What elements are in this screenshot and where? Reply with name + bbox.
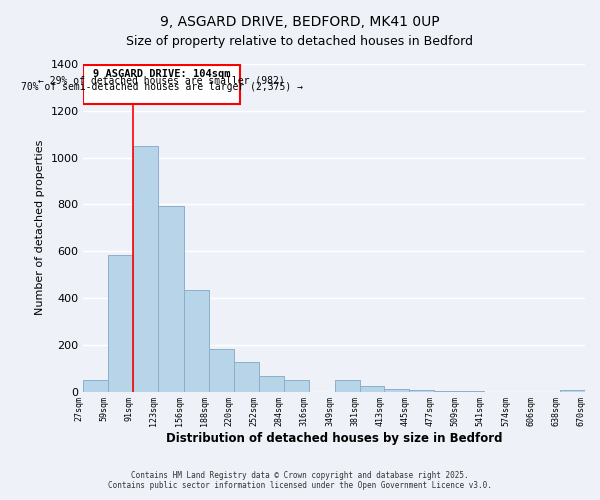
- Bar: [184, 290, 209, 392]
- Bar: [359, 386, 385, 392]
- Text: ← 29% of detached houses are smaller (982): ← 29% of detached houses are smaller (98…: [38, 76, 285, 86]
- X-axis label: Distribution of detached houses by size in Bedford: Distribution of detached houses by size …: [166, 432, 502, 445]
- Y-axis label: Number of detached properties: Number of detached properties: [35, 140, 45, 316]
- Text: Contains HM Land Registry data © Crown copyright and database right 2025.
Contai: Contains HM Land Registry data © Crown c…: [108, 470, 492, 490]
- Bar: [108, 254, 133, 392]
- Bar: [385, 389, 409, 392]
- Text: 9 ASGARD DRIVE: 104sqm: 9 ASGARD DRIVE: 104sqm: [93, 68, 230, 78]
- Text: 9, ASGARD DRIVE, BEDFORD, MK41 0UP: 9, ASGARD DRIVE, BEDFORD, MK41 0UP: [160, 15, 440, 29]
- Bar: [234, 362, 259, 392]
- Bar: [259, 376, 284, 392]
- Bar: [83, 380, 108, 392]
- Text: Size of property relative to detached houses in Bedford: Size of property relative to detached ho…: [127, 35, 473, 48]
- Bar: [284, 380, 309, 392]
- Bar: [158, 206, 184, 392]
- Text: 70% of semi-detached houses are larger (2,375) →: 70% of semi-detached houses are larger (…: [21, 82, 303, 92]
- Bar: [560, 390, 585, 392]
- Bar: [335, 380, 359, 392]
- Bar: [83, 65, 240, 104]
- Bar: [409, 390, 434, 392]
- Bar: [209, 350, 234, 392]
- Bar: [133, 146, 158, 392]
